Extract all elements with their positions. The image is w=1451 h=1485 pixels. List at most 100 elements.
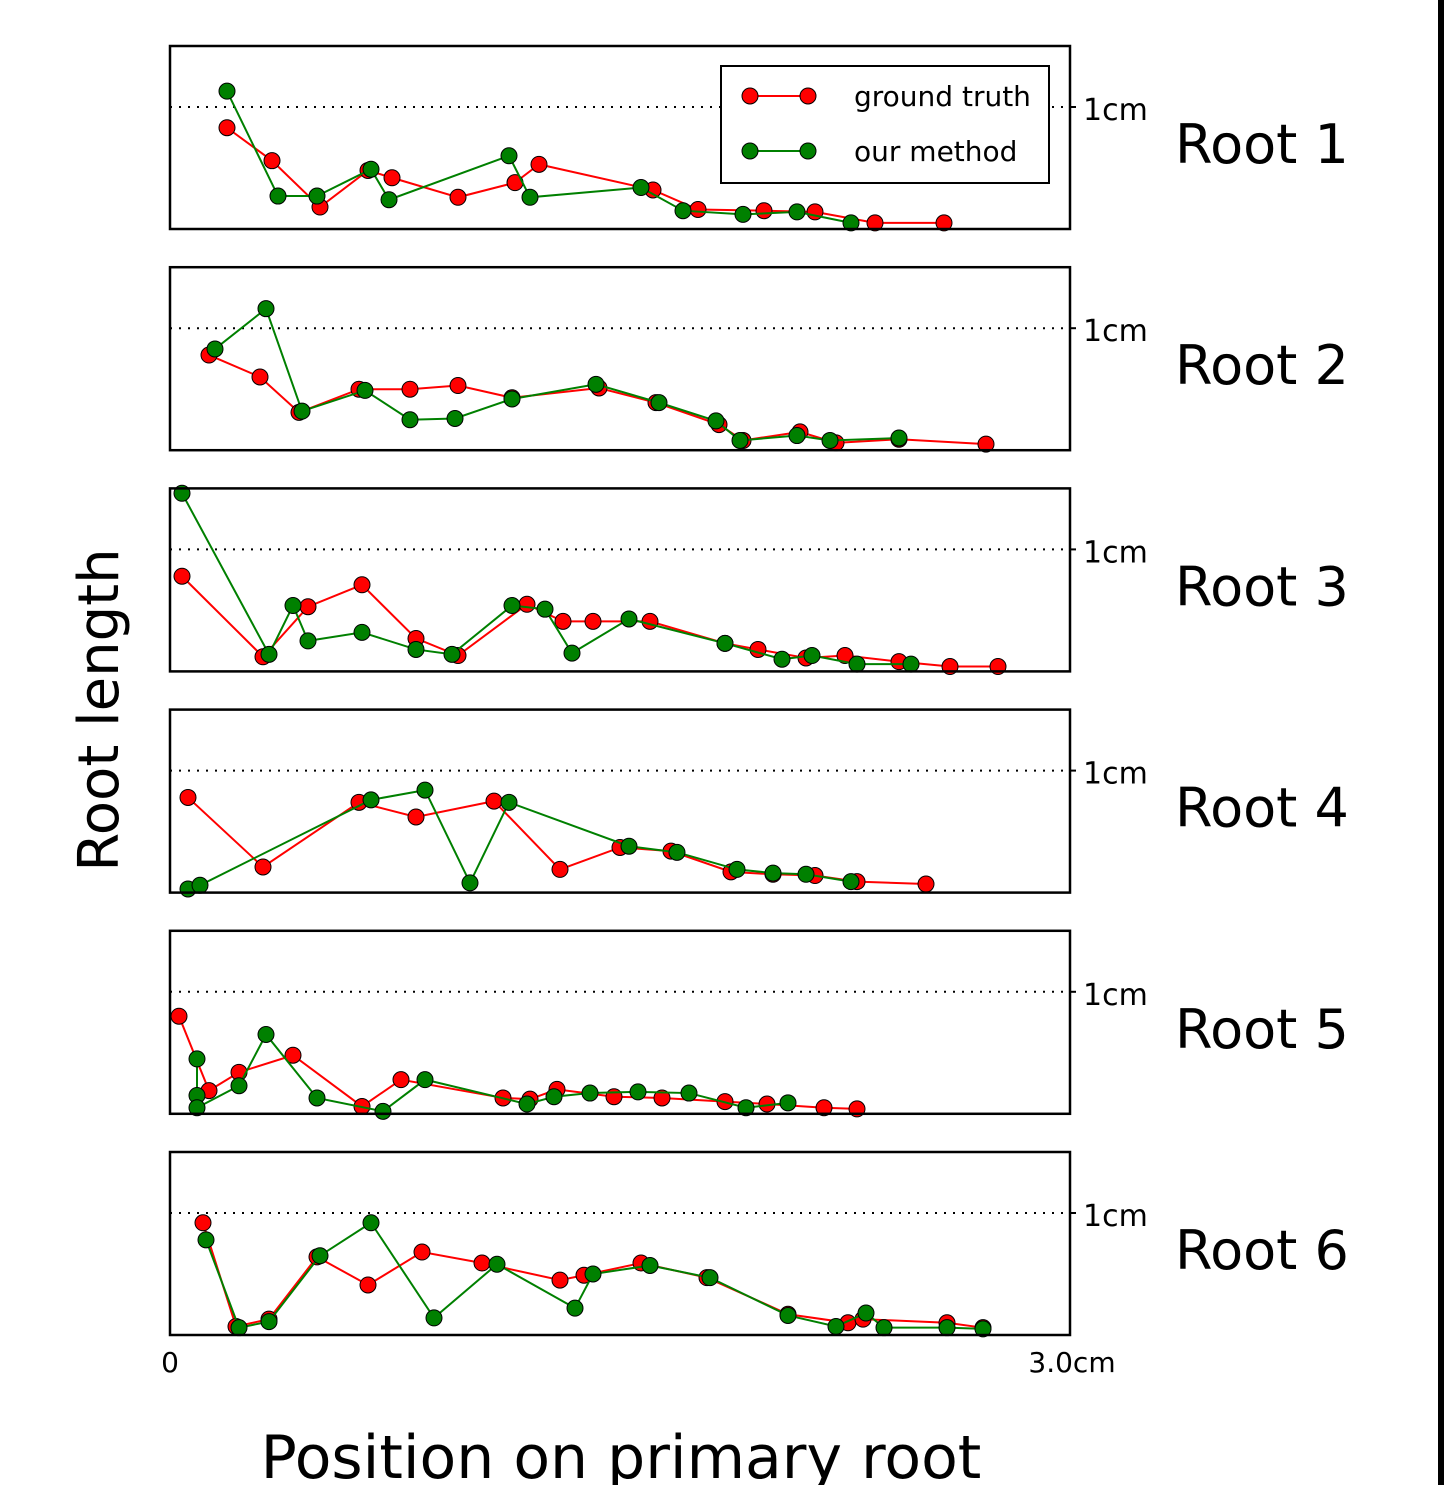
data-point <box>446 409 464 427</box>
x-tick-label-end: 3.0cm <box>1028 1346 1115 1379</box>
data-point <box>803 647 821 665</box>
data-point <box>716 634 734 652</box>
data-point <box>620 837 638 855</box>
data-point <box>293 402 311 420</box>
data-point <box>359 1276 377 1294</box>
data-point <box>827 1317 845 1335</box>
series-line-our-method <box>181 492 911 666</box>
data-point <box>875 1319 893 1337</box>
data-point <box>362 791 380 809</box>
legend-label-ground-truth: ground truth <box>854 80 1031 113</box>
data-point <box>650 394 668 412</box>
data-point <box>728 860 746 878</box>
data-point <box>413 1243 431 1261</box>
data-point <box>416 1071 434 1089</box>
data-point <box>641 1256 659 1274</box>
series-line-our-method <box>214 307 900 442</box>
panel-title: Root 5 <box>1175 998 1349 1061</box>
panel-title: Root 6 <box>1175 1219 1349 1282</box>
legend-marker-our-method <box>799 142 817 160</box>
data-point <box>563 644 581 662</box>
data-point <box>842 873 860 891</box>
data-point <box>848 655 866 673</box>
reference-label: 1cm <box>1083 314 1148 349</box>
data-point <box>311 1247 329 1265</box>
data-point <box>257 1026 275 1043</box>
panel-frame <box>168 44 1072 231</box>
data-point <box>977 435 995 453</box>
data-point <box>284 1046 302 1064</box>
reference-label: 1cm <box>1083 978 1148 1013</box>
data-point <box>521 188 539 206</box>
reference-label: 1cm <box>1083 1199 1148 1234</box>
data-point <box>449 188 467 206</box>
data-point <box>536 600 554 618</box>
data-point <box>449 377 467 395</box>
data-point <box>461 874 479 892</box>
data-point <box>383 169 401 187</box>
data-point <box>257 300 275 318</box>
data-point <box>974 1320 992 1338</box>
data-point <box>587 375 605 393</box>
data-point <box>197 1231 215 1249</box>
y-axis-label: Root length <box>67 548 132 871</box>
data-point <box>308 187 326 205</box>
data-point <box>362 1214 380 1232</box>
data-point <box>935 214 953 232</box>
data-point <box>680 1084 698 1102</box>
panel-6: 1cm Root 6 <box>168 1150 1349 1338</box>
data-point <box>779 1306 797 1324</box>
data-point <box>890 429 908 447</box>
panel-5: 1cm Root 5 <box>168 929 1349 1120</box>
data-point <box>779 1094 797 1112</box>
data-point <box>260 645 278 663</box>
data-point <box>641 612 659 630</box>
panel-4: 1cm Root 4 <box>168 708 1349 898</box>
data-point <box>179 788 197 806</box>
panel-2: 1cm Root 2 <box>168 265 1349 453</box>
data-point <box>581 1084 599 1102</box>
data-point <box>392 1071 410 1089</box>
data-point <box>188 1050 206 1068</box>
data-point <box>260 1313 278 1331</box>
panel-title: Root 1 <box>1175 113 1349 176</box>
data-point <box>629 1083 647 1101</box>
data-point <box>836 647 854 665</box>
data-point <box>170 1007 188 1025</box>
data-point <box>263 152 281 170</box>
data-point <box>584 1265 602 1283</box>
data-point <box>842 214 860 232</box>
x-axis-label: Position on primary root <box>261 1423 982 1485</box>
data-point <box>401 380 419 398</box>
data-point <box>545 1088 563 1106</box>
reference-label: 1cm <box>1083 535 1148 570</box>
data-point <box>773 650 791 668</box>
legend-marker-ground-truth <box>741 87 759 105</box>
data-point <box>374 1102 392 1120</box>
series-line-our-method <box>187 789 852 890</box>
data-point <box>917 875 935 893</box>
data-point <box>731 431 749 449</box>
data-point <box>188 1099 206 1117</box>
data-point <box>857 1304 875 1322</box>
data-point <box>308 1089 326 1107</box>
data-point <box>815 1099 833 1117</box>
data-point <box>689 200 707 218</box>
panel-title: Root 2 <box>1175 334 1349 397</box>
panel-frame <box>168 929 1072 1116</box>
data-point <box>632 179 650 197</box>
data-point <box>488 1255 506 1273</box>
data-point <box>230 1319 248 1337</box>
data-point <box>734 205 752 223</box>
panel-3: 1cm Root 3 <box>168 484 1349 676</box>
panel-frame <box>168 1150 1072 1337</box>
panel-frame <box>168 487 1072 673</box>
data-point <box>554 612 572 630</box>
panel-frame <box>168 265 1072 452</box>
panel-frame <box>168 708 1072 894</box>
data-point <box>380 191 398 209</box>
data-point <box>173 567 191 585</box>
data-point <box>788 427 806 445</box>
data-point <box>518 1095 536 1113</box>
data-point <box>530 155 548 173</box>
